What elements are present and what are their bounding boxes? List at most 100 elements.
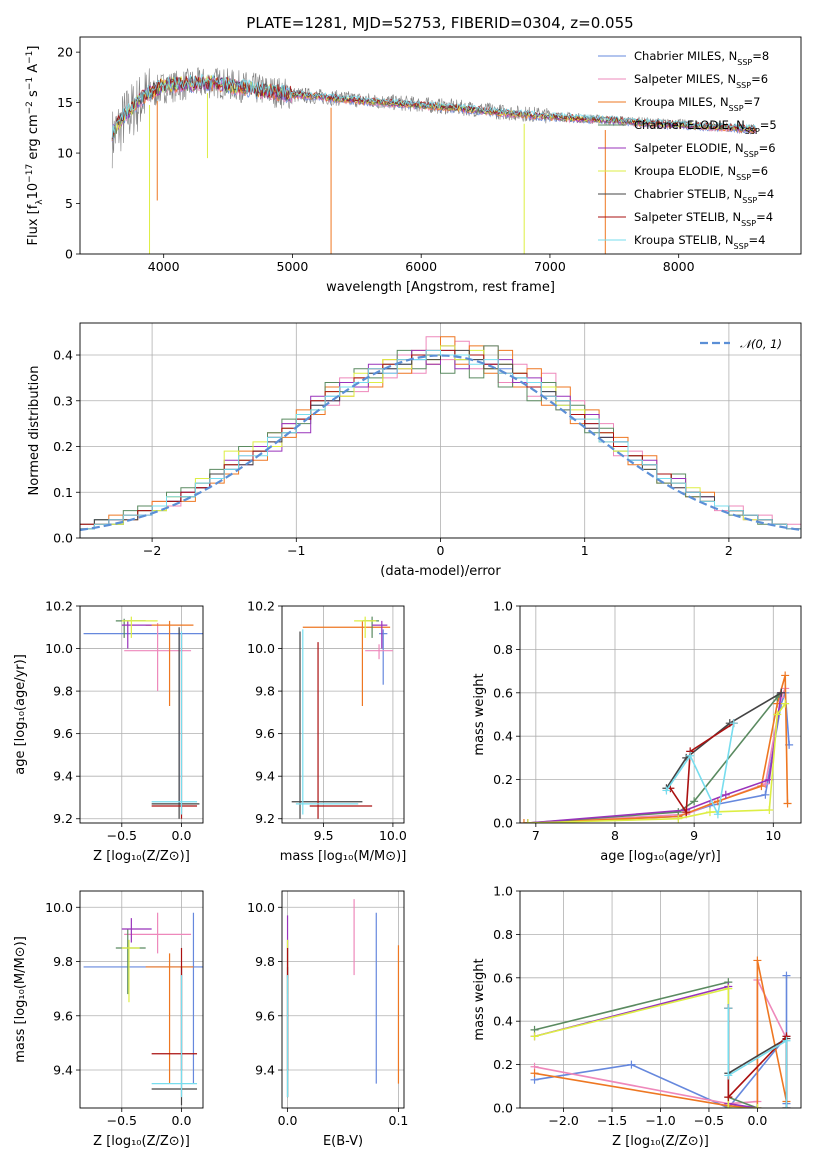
legend-label: 𝒩(0, 1) — [740, 337, 782, 351]
errorbar-point — [121, 939, 140, 1003]
errorbar-point — [124, 623, 192, 692]
x-tick-label: −1 — [287, 543, 305, 558]
legend-text: =5 — [760, 118, 777, 132]
errorbar-point — [83, 912, 203, 1084]
mass-weight-marker — [627, 1060, 636, 1069]
legend-text: =6 — [751, 164, 768, 178]
y-tick-label: 9.4 — [53, 769, 73, 784]
x-tick-label: 6000 — [405, 259, 437, 274]
mass-weight-marker — [724, 1004, 733, 1013]
mass-weight-marker — [782, 971, 791, 980]
mass-weight-marker — [682, 808, 691, 817]
legend-text: =8 — [752, 49, 769, 63]
mass-weight-line — [534, 960, 788, 1108]
legend-text: =7 — [744, 95, 761, 109]
mass-weight-marker — [753, 956, 762, 965]
panel-ebv: 0.0 0.1 9.4 9.6 9.8 10.0 E(B-V) — [247, 890, 408, 1149]
legend-text: Salpeter STELIB, N — [634, 210, 741, 224]
plot-area — [282, 606, 404, 823]
mass-weight-line — [527, 688, 786, 823]
legend-text: Chabrier ELODIE, N — [634, 118, 745, 132]
mass-weight-marker — [757, 782, 766, 791]
errorbar-point — [151, 966, 198, 1106]
legend-sub: SSP — [736, 173, 751, 182]
plot-area — [520, 606, 801, 823]
x-tick-label: 0 — [437, 543, 445, 558]
legend-text: Kroupa ELODIE, N — [634, 164, 736, 178]
x-tick-label: 0.0 — [747, 1113, 767, 1128]
mass-weight-marker — [777, 688, 786, 697]
y-axis-label: Normed distribution — [27, 366, 42, 496]
y-tick-label: 9.2 — [53, 811, 73, 826]
x-tick-label: 8 — [611, 828, 619, 843]
axes-frame — [79, 890, 204, 1109]
plot-area — [80, 323, 801, 538]
panel-age_vs_Z: −0.5 0.0 9.2 9.4 9.6 9.8 10.0 10.2 Z [log₁₀(Z/Z⊙… — [13, 599, 204, 864]
axes-frame — [519, 890, 802, 1109]
errorbar-point — [365, 644, 393, 660]
y-tick-label: 0.6 — [493, 685, 513, 700]
x-tick-label: 4000 — [148, 259, 180, 274]
x-tick-label: 9 — [690, 828, 698, 843]
y-axis-label: age [log₁₀(age/yr)] — [13, 654, 28, 775]
y-tick-label: 9.4 — [53, 1063, 73, 1078]
legend-label: Chabrier MILES, NSSP=8 — [634, 49, 769, 67]
y-tick-label: 0.3 — [53, 393, 73, 408]
panel-massweight_vs_Z: −2.0 −1.5 −1.0 −0.5 0.0 0.0 0.2 0.4 0.6 0.8 1.0 Z [… — [472, 884, 802, 1149]
model-spectrum-line — [111, 73, 757, 138]
mass-weight-marker — [721, 790, 730, 799]
legend-label: Chabrier ELODIE, NSSP=5 — [634, 118, 777, 136]
y-tick-label: 9.4 — [255, 769, 275, 784]
legend-sub: SSP — [737, 58, 752, 67]
y-tick-label: 10.0 — [45, 900, 73, 915]
mass-weight-marker — [520, 819, 528, 823]
legend-text: Chabrier MILES, N — [634, 49, 737, 63]
x-axis-label: Z [log₁₀(Z/Z⊙)] — [93, 1134, 190, 1149]
axes-frame — [281, 605, 405, 824]
y-tick-label: 9.8 — [255, 684, 275, 699]
y-axis-label-part: erg cm — [26, 114, 41, 163]
mass-weight-marker — [724, 1093, 733, 1102]
x-tick-label: −1.0 — [645, 1113, 675, 1128]
errorbar-point — [145, 620, 194, 706]
y-tick-label: 10.0 — [45, 641, 73, 656]
x-tick-label: −0.5 — [107, 828, 137, 843]
plot-area — [282, 891, 404, 1108]
y-axis-label: mass weight — [472, 958, 487, 1040]
y-axis-label-part: −17 — [25, 164, 35, 183]
mass-weight-line — [527, 703, 786, 823]
y-tick-label: 0.0 — [53, 531, 73, 546]
y-tick-label: 10.2 — [247, 599, 275, 614]
legend-text: Salpeter ELODIE, N — [634, 141, 744, 155]
y-axis-label-part: s — [26, 90, 41, 101]
y-axis-label: mass weight — [472, 673, 487, 755]
y-axis-label-part: ] — [26, 46, 41, 51]
y-tick-label: 1.0 — [493, 884, 513, 899]
x-tick-label: 0.0 — [278, 1113, 298, 1128]
y-axis-label-part: −1 — [25, 77, 35, 90]
axes-frame — [79, 36, 802, 255]
legend-label: Kroupa STELIB, NSSP=4 — [634, 233, 765, 251]
legend-sub: SSP — [745, 127, 760, 136]
y-tick-label: 20 — [57, 45, 73, 60]
mass-weight-marker — [753, 1104, 762, 1108]
y-tick-label: 10.0 — [247, 900, 275, 915]
errorbar-point — [145, 953, 194, 1084]
panel-mass_vs_Z: −0.5 0.0 9.4 9.6 9.8 10.0 Z [log₁₀(Z/Z⊙)] mass … — [13, 890, 204, 1149]
y-tick-label: 0.2 — [493, 772, 513, 787]
errorbar-point — [121, 620, 152, 649]
x-tick-label: 8000 — [663, 259, 695, 274]
legend-sub: SSP — [734, 242, 749, 251]
y-axis-label-part: A — [26, 64, 41, 77]
mass-weight-marker — [705, 808, 714, 817]
histogram-series — [80, 349, 801, 538]
y-axis-label-part: −1 — [25, 51, 35, 64]
model-spectrum-line — [111, 74, 756, 139]
mass-weight-line — [669, 722, 735, 815]
legend-text: Kroupa MILES, N — [634, 95, 729, 109]
panel-residuals: −2 −1 0 1 2 0.0 0.1 0.2 0.3 0.4 (data-model)/error… — [27, 322, 802, 579]
y-tick-label: 9.8 — [255, 954, 275, 969]
y-tick-label: 10.0 — [247, 641, 275, 656]
panel-massweight_vs_age: 7 8 9 10 0.0 0.2 0.4 0.6 0.8 1.0 age [log₁₀(age/yr… — [472, 599, 802, 864]
